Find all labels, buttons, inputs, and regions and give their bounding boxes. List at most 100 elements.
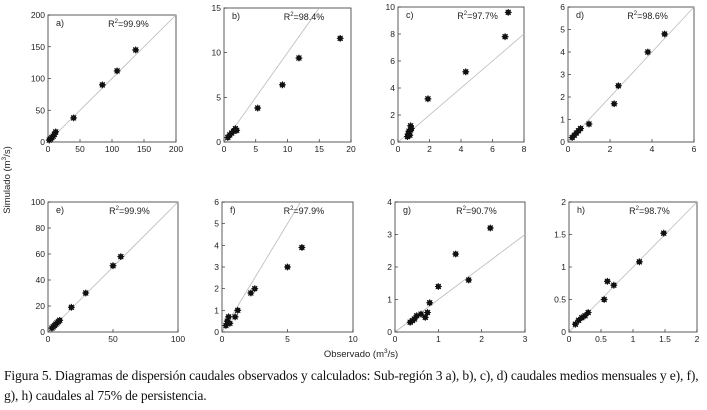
r-squared-label: R2=97.9% [284,206,325,216]
data-point [70,114,77,122]
r-squared-sup: 2 [290,206,294,212]
x-tick-label: 0 [46,334,51,344]
data-point [251,285,259,293]
y-tick-label: 200 [31,10,45,20]
y-tick-label: 8 [390,29,395,39]
x-axis-title-tail: /s) [388,349,399,360]
data-point [424,95,432,103]
x-tick-label: 6 [692,144,697,154]
r-squared-prefix: R [109,206,116,216]
y-tick-label: 4 [560,47,565,57]
x-tick-label: 1 [436,334,441,344]
y-tick-label: 100 [31,197,45,207]
y-tick-label: 4 [387,197,392,207]
panel-label: a) [56,18,64,28]
data-point [615,82,622,90]
data-point [600,296,608,303]
data-point [132,46,140,54]
y-tick-label: 4 [214,240,219,250]
data-point [501,33,509,41]
y-tick-label: 4 [390,83,395,93]
data-point [226,319,234,327]
y-tick-label: 5 [560,25,565,35]
r-squared-sup: 2 [636,206,640,212]
y-tick-label: 150 [31,42,45,52]
r-squared-value: =98.4% [294,12,325,22]
r-squared-prefix: R [108,19,115,29]
data-point [233,126,241,134]
y-tick-label: 1 [560,115,565,125]
y-axis-title-sup: 3 [1,156,8,160]
r-squared-value: =98.7% [639,206,670,216]
reference-line [47,14,177,143]
y-tick-label: 6 [560,2,565,12]
data-point [434,283,442,290]
r-squared-value: =98.6% [637,11,668,21]
r-squared-label: R2=98.7% [629,206,670,216]
panel-label: b) [232,11,240,21]
x-tick-label: 0 [222,144,227,154]
figure-caption: Figura 5. Diagramas de dispersión caudal… [4,368,699,403]
r-squared-prefix: R [456,206,463,216]
panel-label: g) [403,205,411,215]
data-point [610,281,618,289]
data-point [421,313,429,321]
x-axis-title: Observado (m3/s) [324,348,398,360]
reference-line [223,7,320,143]
y-tick-label: 0 [40,137,45,147]
r-squared-value: =97.9% [293,206,324,216]
x-tick-label: 10 [348,334,358,344]
y-tick-label: 0 [561,327,566,337]
y-axis-title-main: Simulado (m [2,160,13,213]
y-tick-label: 80 [36,223,46,233]
x-tick-label: 4 [650,144,655,154]
x-tick-label: 4 [459,144,464,154]
r-squared-prefix: R [627,11,634,21]
r-squared-value: =90.7% [466,206,497,216]
r-squared-label: R2=98.6% [627,11,668,21]
y-tick-label: 1.5 [554,230,566,240]
r-squared-label: R2=99.9% [108,19,149,29]
data-point [636,258,643,266]
x-tick-label: 3 [523,334,528,344]
data-point [417,310,425,318]
data-point [424,309,431,316]
y-tick-label: 60 [36,249,46,259]
panel-label: c) [406,10,414,20]
y-tick-label: 6 [390,56,395,66]
x-axis-title-sup: 3 [384,348,388,355]
reference-line [397,33,525,143]
data-point [585,120,593,128]
y-tick-label: 1 [561,262,566,272]
panel-frame [223,7,352,143]
data-point [109,262,117,270]
r-squared-sup: 2 [634,11,638,17]
scatter-panel-b: 0 5 10 15 20 0 5 10 15 b) R2=98.4% [212,3,356,154]
data-point [295,54,303,62]
x-tick-label: 20 [346,144,356,154]
data-point [406,131,414,139]
y-tick-label: 0 [216,137,221,147]
data-point [68,303,75,311]
x-tick-label: 200 [169,144,183,154]
data-point [336,34,344,42]
data-point [284,263,291,271]
x-tick-label: 0 [46,144,51,154]
data-point [426,299,434,307]
panel-label: d) [576,10,584,20]
r-squared-sup: 2 [463,206,467,212]
panel-frame [394,201,526,333]
data-point [113,67,121,75]
scatter-panel-h: 0 0.5 1 1.5 200.511.52h) R2=98.7% [554,197,699,344]
data-point [465,276,473,284]
y-tick-label: 2 [387,262,392,272]
y-tick-label: 0 [214,327,219,337]
data-point [644,48,652,56]
x-tick-label: 0 [567,334,572,344]
x-tick-label: 0.5 [595,334,607,344]
x-tick-label: 2 [608,144,613,154]
